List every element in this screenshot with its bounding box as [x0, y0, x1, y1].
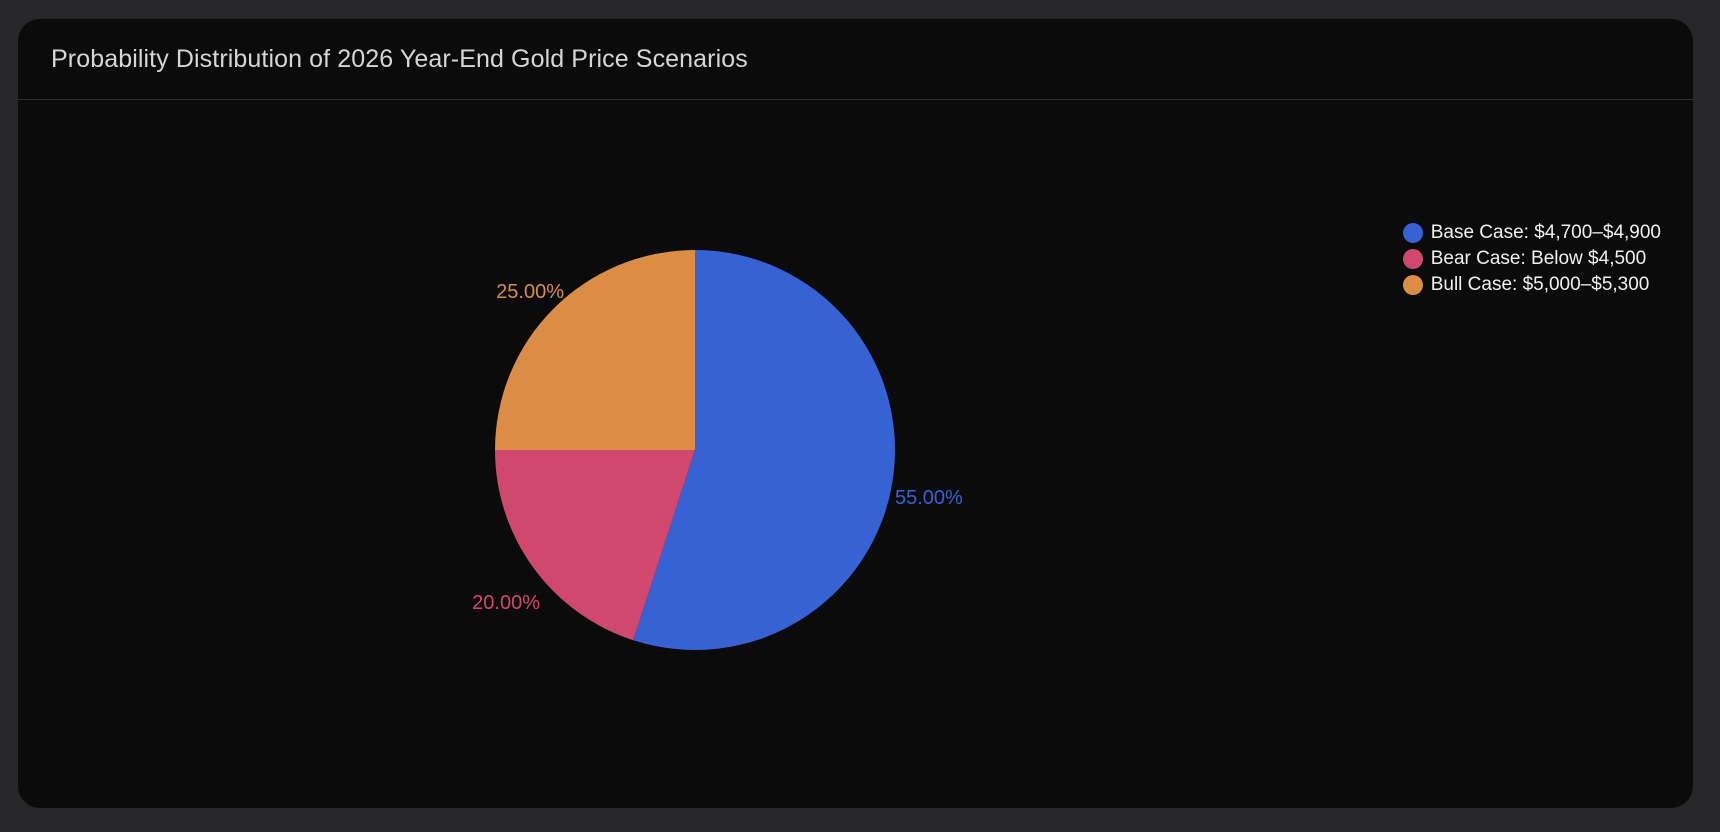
slice-value-label: 20.00% [472, 592, 540, 614]
slice-value-label: 25.00% [496, 281, 564, 303]
slice-base[interactable] [633, 250, 895, 650]
slice-value-label: 55.00% [895, 487, 963, 509]
chart-title: Probability Distribution of 2026 Year-En… [51, 44, 748, 73]
legend-dot-icon [1402, 249, 1423, 269]
legend-dot-icon [1402, 223, 1423, 243]
pie-chart-area: 55.00% 20.00% 25.00% Base Case: $4,700–$4,… [18, 100, 1693, 808]
legend-item-bear[interactable]: Bear Case: Below $4,500 [1402, 246, 1661, 272]
chart-card: Probability Distribution of 2026 Year-En… [18, 19, 1693, 808]
card-header: Probability Distribution of 2026 Year-En… [18, 19, 1693, 100]
legend-dot-icon [1402, 275, 1423, 295]
slice-bear[interactable] [495, 450, 695, 641]
slice-bull[interactable] [495, 250, 695, 450]
legend-item-bull[interactable]: Bull Case: $5,000–$5,300 [1402, 272, 1661, 298]
chart-legend: Base Case: $4,700–$4,900 Bear Case: Belo… [1402, 220, 1661, 298]
legend-item-base[interactable]: Base Case: $4,700–$4,900 [1402, 220, 1661, 246]
pie-chart: 55.00% 20.00% 25.00% [472, 250, 963, 650]
